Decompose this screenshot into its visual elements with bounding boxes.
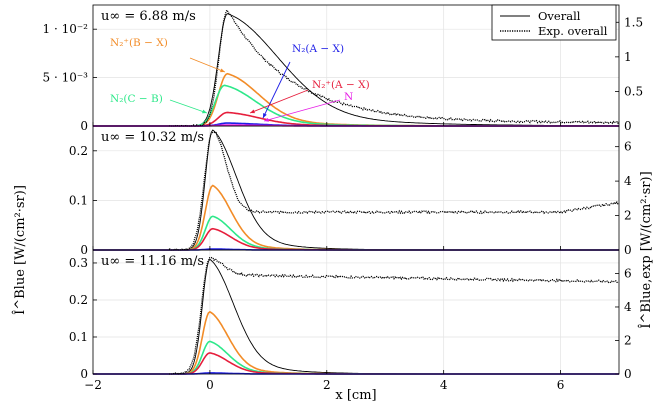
grid-layer — [92, 5, 619, 375]
annotation-arrow-4 — [263, 99, 341, 122]
axes-layer — [92, 4, 620, 375]
y-tick-label-right-p1-0: 0 — [624, 243, 632, 257]
series-line-p2-2 — [93, 340, 619, 375]
y-tick-label-left-p2-1: 0.1 — [69, 330, 88, 344]
x-tick-label-3: 4 — [440, 378, 448, 392]
y-tick-label-right-p1-3: 6 — [624, 140, 632, 154]
y-tick-label-left-p2-2: 0.2 — [69, 293, 88, 307]
panel-frame-2 — [92, 249, 620, 375]
y-axis-label-left: Î^Blue [W/(cm²·sr)] — [12, 185, 28, 315]
annotation-label-0: N₂⁺(B − X) — [110, 37, 168, 49]
legend-label-exp-overall: Exp. overall — [538, 24, 608, 38]
annotation-arrowhead-4 — [264, 117, 269, 122]
annotation-arrow-0 — [189, 57, 226, 73]
y-tick-label-right-p0-1: 0.5 — [624, 84, 643, 98]
annotation-label-1: N₂(A − X) — [292, 43, 344, 55]
exp-overall-line-p1 — [168, 131, 620, 251]
y-axis-label-right: Î^Blue,exp [W/(cm²·sr)] — [638, 171, 654, 328]
annotation-label-2: N₂⁺(A − X) — [312, 79, 370, 91]
series-line-p1-0 — [93, 129, 619, 251]
series-line-p1-1 — [93, 184, 619, 251]
legend-box — [491, 4, 617, 41]
series-line-p2-1 — [93, 310, 619, 375]
annotation-label-3: N₂(C − B) — [110, 93, 163, 105]
y-tick-label-right-p0-0: 0 — [624, 119, 632, 133]
panel-label-0: u∞ = 6.88 m/s — [101, 9, 196, 24]
legend: Overall Exp. overall — [491, 4, 617, 41]
annotation-arrowhead-3 — [202, 109, 207, 114]
y-tick-label-right-p2-3: 6 — [624, 266, 632, 280]
panel-label-1: u∞ = 10.32 m/s — [101, 130, 204, 145]
y-tick-label-right-p2-1: 2 — [624, 333, 632, 347]
y-tick-label-left-p1-1: 0.1 — [69, 193, 88, 207]
y-tick-label-left-p1-2: 0.2 — [69, 144, 88, 158]
text-layer: 05 · 10⁻³1 · 10⁻²00.511.5u∞ = 6.88 m/s00… — [43, 9, 644, 392]
annotation-arrow-1 — [262, 61, 291, 119]
y-tick-label-left-p1-0: 0 — [80, 243, 88, 257]
series-line-p0-2 — [93, 84, 619, 127]
annotation-label-4: N — [344, 91, 353, 103]
x-tick-label-1: 0 — [206, 378, 214, 392]
exp-overall-line-p2 — [169, 256, 620, 375]
data-layer — [93, 8, 620, 375]
x-axis-label: x [cm] — [335, 388, 376, 403]
legend-label-overall: Overall — [538, 9, 581, 23]
y-tick-label-left-p2-0: 0 — [80, 367, 88, 381]
annotation-arrowhead-0 — [220, 68, 225, 73]
y-tick-label-left-p2-3: 0.3 — [69, 256, 88, 270]
y-tick-label-left-p0-2: 1 · 10⁻² — [43, 22, 89, 36]
x-tick-label-4: 6 — [557, 378, 565, 392]
y-tick-label-right-p2-0: 0 — [624, 367, 632, 381]
y-tick-label-right-p2-2: 4 — [624, 300, 632, 314]
series-line-p0-3 — [93, 111, 619, 127]
annotation-arrow-2 — [249, 89, 309, 114]
x-tick-label-0: −2 — [84, 378, 102, 392]
y-tick-label-right-p1-1: 2 — [624, 209, 632, 223]
y-tick-label-right-p0-3: 1.5 — [624, 15, 643, 29]
y-tick-label-left-p0-0: 0 — [80, 119, 88, 133]
annotation-arrow-3 — [169, 99, 208, 114]
annotation-arrowhead-1 — [263, 113, 267, 118]
series-line-p2-3 — [93, 352, 619, 375]
annotation-arrowhead-2 — [250, 109, 255, 114]
x-tick-label-2: 2 — [323, 378, 331, 392]
series-line-p1-3 — [93, 227, 619, 251]
y-tick-label-left-p0-1: 5 · 10⁻³ — [43, 71, 89, 85]
series-line-p1-2 — [93, 215, 619, 251]
exp-overall-line-p0 — [168, 8, 620, 127]
y-tick-label-right-p1-2: 4 — [624, 174, 632, 188]
y-tick-label-right-p0-2: 1 — [624, 50, 632, 64]
panel-label-2: u∞ = 11.16 m/s — [101, 254, 204, 269]
